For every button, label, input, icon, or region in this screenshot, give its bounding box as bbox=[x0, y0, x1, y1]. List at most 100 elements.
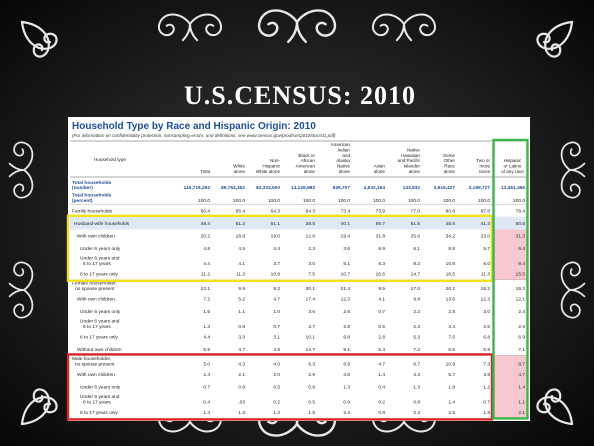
cell: 4.4 bbox=[203, 334, 210, 340]
cell: 4.7 bbox=[518, 372, 525, 378]
cell: 2.1 bbox=[238, 372, 245, 378]
cell: 6.4 bbox=[518, 246, 525, 252]
cell: 100.0 bbox=[338, 198, 350, 204]
cell: 6.8 bbox=[483, 334, 490, 340]
cell: 11.3 bbox=[236, 271, 245, 277]
cell: 3.0 bbox=[483, 309, 490, 315]
cell: 30.1 bbox=[306, 286, 316, 292]
table-note: (For information on confidentiality prot… bbox=[72, 133, 336, 138]
cell: 19.2 bbox=[516, 286, 526, 292]
cell: 3.4 bbox=[448, 324, 455, 330]
column-header: Some bbox=[443, 153, 455, 158]
cell: 4.7 bbox=[378, 362, 385, 368]
cell: 2,199,727 bbox=[469, 185, 491, 191]
column-header: Native bbox=[407, 147, 420, 152]
cell: 18.2 bbox=[481, 286, 491, 292]
cell: 59.7 bbox=[376, 221, 386, 227]
cell: 13,461,366 bbox=[501, 185, 525, 191]
cell: 67.8 bbox=[481, 208, 491, 214]
cell: 12.7 bbox=[306, 347, 316, 353]
cell: 3.6 bbox=[343, 246, 350, 252]
column-header: Household type bbox=[94, 157, 126, 162]
cell: 6.3 bbox=[308, 362, 315, 368]
cell: 4.7 bbox=[238, 347, 245, 353]
cell: 100.0 bbox=[513, 198, 525, 204]
cell: 11.3 bbox=[481, 271, 490, 277]
cell: 41.3 bbox=[481, 221, 491, 227]
row-label: Total households bbox=[72, 180, 112, 186]
cell: 3.8 bbox=[483, 372, 490, 378]
column-header: and bbox=[342, 153, 350, 158]
cell: 100.0 bbox=[233, 198, 245, 204]
column-header: Other bbox=[444, 158, 456, 163]
cell: 4.3 bbox=[238, 362, 245, 368]
cell: 8.7 bbox=[518, 362, 525, 368]
cell: 1.8 bbox=[448, 385, 455, 391]
table-image bbox=[68, 117, 530, 421]
cell: 77.0 bbox=[411, 208, 421, 214]
cell: 3.6 bbox=[308, 309, 315, 315]
row-label: With own children bbox=[77, 372, 115, 378]
cell: 1.3 bbox=[413, 385, 420, 391]
cell: 73.9 bbox=[376, 208, 386, 214]
column-header: Total bbox=[200, 169, 210, 174]
cell: 0.8 bbox=[413, 399, 420, 405]
cell: 2.5 bbox=[448, 410, 455, 416]
cell: 9.8 bbox=[413, 297, 420, 303]
cell: 0.6 bbox=[238, 385, 245, 391]
cell: 14.7 bbox=[411, 271, 421, 277]
row-label: Under 6 years only bbox=[80, 385, 121, 391]
cell: 8.8 bbox=[448, 246, 455, 252]
cell: 9.4 bbox=[518, 261, 525, 267]
cell: 31.3 bbox=[516, 234, 526, 240]
cell: 2.8 bbox=[378, 334, 385, 340]
row-label: Under 6 years and bbox=[80, 255, 120, 261]
cell: 4,632,164 bbox=[364, 185, 386, 191]
cell: 2.8 bbox=[448, 309, 455, 315]
cell: 4.6 bbox=[343, 372, 350, 378]
cell: 1.3 bbox=[203, 324, 210, 330]
cell: 51.5 bbox=[411, 221, 421, 227]
column-header: alone bbox=[234, 169, 246, 174]
cell: 19.4 bbox=[341, 234, 351, 240]
cell: 0.8 bbox=[378, 410, 385, 416]
column-header: alone bbox=[339, 169, 351, 174]
cell: 0.8 bbox=[238, 324, 245, 330]
cell: 10.9 bbox=[446, 362, 456, 368]
cell: 2.6 bbox=[343, 309, 350, 315]
cell: 14,129,983 bbox=[291, 185, 315, 191]
column-header: and Pacific bbox=[398, 158, 421, 163]
cell: 9.5 bbox=[378, 286, 385, 292]
cell: 5.7 bbox=[448, 372, 455, 378]
cell: 48.6 bbox=[446, 221, 456, 227]
cell: 1.4 bbox=[203, 410, 210, 416]
row-label: 6 to 17 years bbox=[83, 261, 111, 267]
cell: 1.1 bbox=[518, 399, 525, 405]
row-label: Without own children bbox=[77, 347, 122, 353]
cell: 34.2 bbox=[446, 234, 456, 240]
cell: 100.0 bbox=[478, 198, 490, 204]
row-label: Family households bbox=[72, 208, 113, 214]
cell: 5.0 bbox=[203, 362, 210, 368]
cell: 12.1 bbox=[516, 297, 526, 303]
row-label: no spouse present bbox=[75, 286, 115, 292]
row-label: (percent) bbox=[72, 198, 93, 204]
cell: 6.3 bbox=[378, 261, 385, 267]
row-highlight bbox=[70, 217, 528, 230]
slide-title: U.S.CENSUS: 2010 bbox=[184, 81, 416, 110]
cell: 7.5 bbox=[448, 334, 455, 340]
cell: 89,754,352 bbox=[221, 185, 245, 191]
cell: 21.4 bbox=[341, 286, 351, 292]
cell: 100.0 bbox=[303, 198, 315, 204]
cell: 5.9 bbox=[203, 347, 210, 353]
cell: 12.8 bbox=[306, 234, 316, 240]
cell: 1.4 bbox=[448, 399, 455, 405]
row-label: 6 to 17 years bbox=[83, 399, 111, 405]
cell: 6.9 bbox=[518, 334, 525, 340]
row-label: 6 to 17 years bbox=[83, 324, 111, 330]
cell: 100.0 bbox=[198, 198, 210, 204]
column-header: Indian bbox=[337, 147, 350, 152]
cell: 65.4 bbox=[236, 208, 246, 214]
cell: 143,932 bbox=[403, 185, 421, 191]
cell: 4.5 bbox=[273, 347, 280, 353]
